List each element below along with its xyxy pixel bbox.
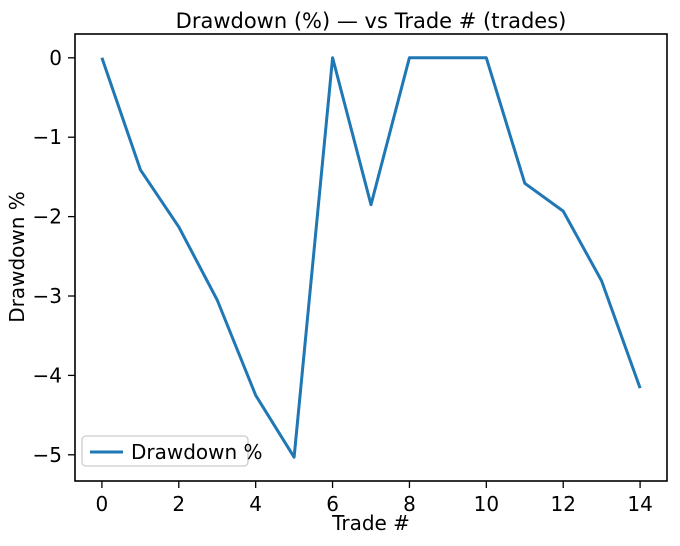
x-axis-label: Trade # xyxy=(331,511,410,535)
x-tick-label: 4 xyxy=(249,492,262,516)
y-tick-label: −5 xyxy=(33,443,62,467)
x-tick-label: 0 xyxy=(96,492,109,516)
x-tick-label: 14 xyxy=(627,492,652,516)
legend: Drawdown % xyxy=(81,435,263,467)
legend-box xyxy=(81,435,249,467)
x-tick-label: 2 xyxy=(172,492,185,516)
x-tick-label: 6 xyxy=(326,492,339,516)
y-tick-label: −3 xyxy=(33,284,62,308)
x-tick-label: 12 xyxy=(550,492,575,516)
y-tick-label: 0 xyxy=(49,46,62,70)
y-tick-label: −2 xyxy=(33,205,62,229)
y-axis-label: Drawdown % xyxy=(5,191,29,323)
y-tick-label: −1 xyxy=(33,125,62,149)
plot-area-border xyxy=(74,33,668,482)
x-tick-label: 8 xyxy=(403,492,416,516)
drawdown-line-series xyxy=(100,56,642,459)
x-axis-ticks: 0 2 4 6 8 10 12 14 xyxy=(96,481,653,516)
x-tick-label: 10 xyxy=(474,492,499,516)
legend-label: Drawdown % xyxy=(131,440,263,464)
chart-title: Drawdown (%) — vs Trade # (trades) xyxy=(176,9,567,33)
y-axis-ticks: 0 −1 −2 −3 −4 −5 xyxy=(33,46,75,467)
y-tick-label: −4 xyxy=(33,363,62,387)
